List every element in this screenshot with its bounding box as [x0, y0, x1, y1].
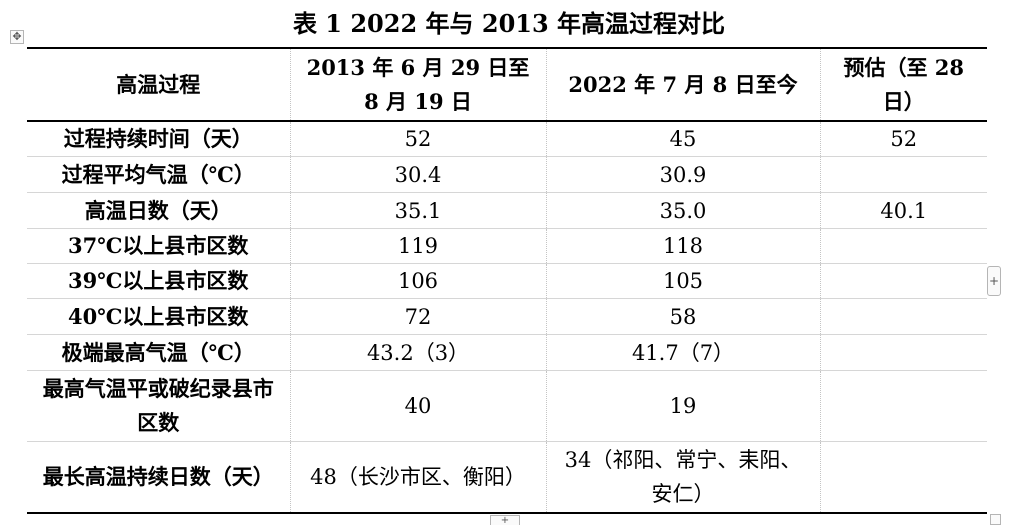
row-label: 最长高温持续日数（天）	[27, 441, 291, 514]
table-cell: 105	[545, 263, 821, 299]
header-cell: 高温过程	[27, 47, 291, 122]
resize-icon[interactable]	[990, 514, 1001, 525]
table-cell: 48（长沙市区、衡阳）	[289, 441, 547, 514]
table-cell: 106	[289, 263, 547, 299]
table-cell	[819, 298, 987, 335]
table-cell: 35.1	[289, 192, 547, 229]
add-row-plus-icon[interactable]: +	[987, 266, 1001, 296]
table-row: 37℃以上县市区数 119 118	[27, 228, 987, 264]
table-cell	[819, 441, 987, 514]
table-cell: 119	[289, 228, 547, 264]
row-label: 过程平均气温（℃）	[27, 156, 291, 193]
table-cell: 30.9	[545, 156, 821, 193]
table-cell	[819, 370, 987, 442]
row-label: 极端最高气温（℃）	[27, 334, 291, 371]
table-title: 表 1 2022 年与 2013 年高温过程对比	[292, 9, 726, 38]
header-row: 高温过程 2013 年 6 月 29 日至 8 月 19 日 2022 年 7 …	[27, 47, 987, 122]
table-cell: 43.2（3）	[289, 334, 547, 371]
table-cell	[819, 156, 987, 193]
header-cell: 预估（至 28 日）	[819, 47, 987, 122]
header-cell: 2013 年 6 月 29 日至 8 月 19 日	[289, 47, 547, 122]
table-cell: 118	[545, 228, 821, 264]
table-cell: 40	[289, 370, 547, 442]
table-cell: 40.1	[819, 192, 987, 229]
table-row: 过程平均气温（℃） 30.4 30.9	[27, 156, 987, 193]
table-cell: 52	[819, 120, 987, 157]
table-cell: 41.7（7）	[545, 334, 821, 371]
table-cell: 52	[289, 120, 547, 157]
table-cell	[819, 334, 987, 371]
table-row: 极端最高气温（℃） 43.2（3） 41.7（7）	[27, 334, 987, 371]
table-cell: 58	[545, 298, 821, 335]
row-label: 过程持续时间（天）	[27, 120, 291, 157]
table-row: 高温日数（天） 35.1 35.0 40.1	[27, 192, 987, 229]
move-icon[interactable]: ✥	[10, 30, 24, 44]
row-label: 40℃以上县市区数	[27, 298, 291, 335]
table-row: 最高气温平或破纪录县市区数 40 19	[27, 370, 987, 442]
row-label: 最高气温平或破纪录县市区数	[27, 370, 291, 442]
table-cell: 34（祁阳、常宁、耒阳、安仁）	[545, 441, 821, 514]
table-row: 最长高温持续日数（天） 48（长沙市区、衡阳） 34（祁阳、常宁、耒阳、安仁）	[27, 441, 987, 514]
row-label: 高温日数（天）	[27, 192, 291, 229]
table-cell	[819, 263, 987, 299]
row-label: 37℃以上县市区数	[27, 228, 291, 264]
table-row: 39℃以上县市区数 106 105	[27, 263, 987, 299]
header-cell: 2022 年 7 月 8 日至今	[545, 47, 821, 122]
row-label: 39℃以上县市区数	[27, 263, 291, 299]
comparison-table: 高温过程 2013 年 6 月 29 日至 8 月 19 日 2022 年 7 …	[27, 47, 987, 514]
table-cell	[819, 228, 987, 264]
table-row: 过程持续时间（天） 52 45 52	[27, 120, 987, 157]
table-cell: 19	[545, 370, 821, 442]
table-row: 40℃以上县市区数 72 58	[27, 298, 987, 335]
table-cell: 45	[545, 120, 821, 157]
table-cell: 30.4	[289, 156, 547, 193]
table-cell: 72	[289, 298, 547, 335]
table-cell: 35.0	[545, 192, 821, 229]
add-column-plus-icon[interactable]: +	[490, 515, 520, 526]
